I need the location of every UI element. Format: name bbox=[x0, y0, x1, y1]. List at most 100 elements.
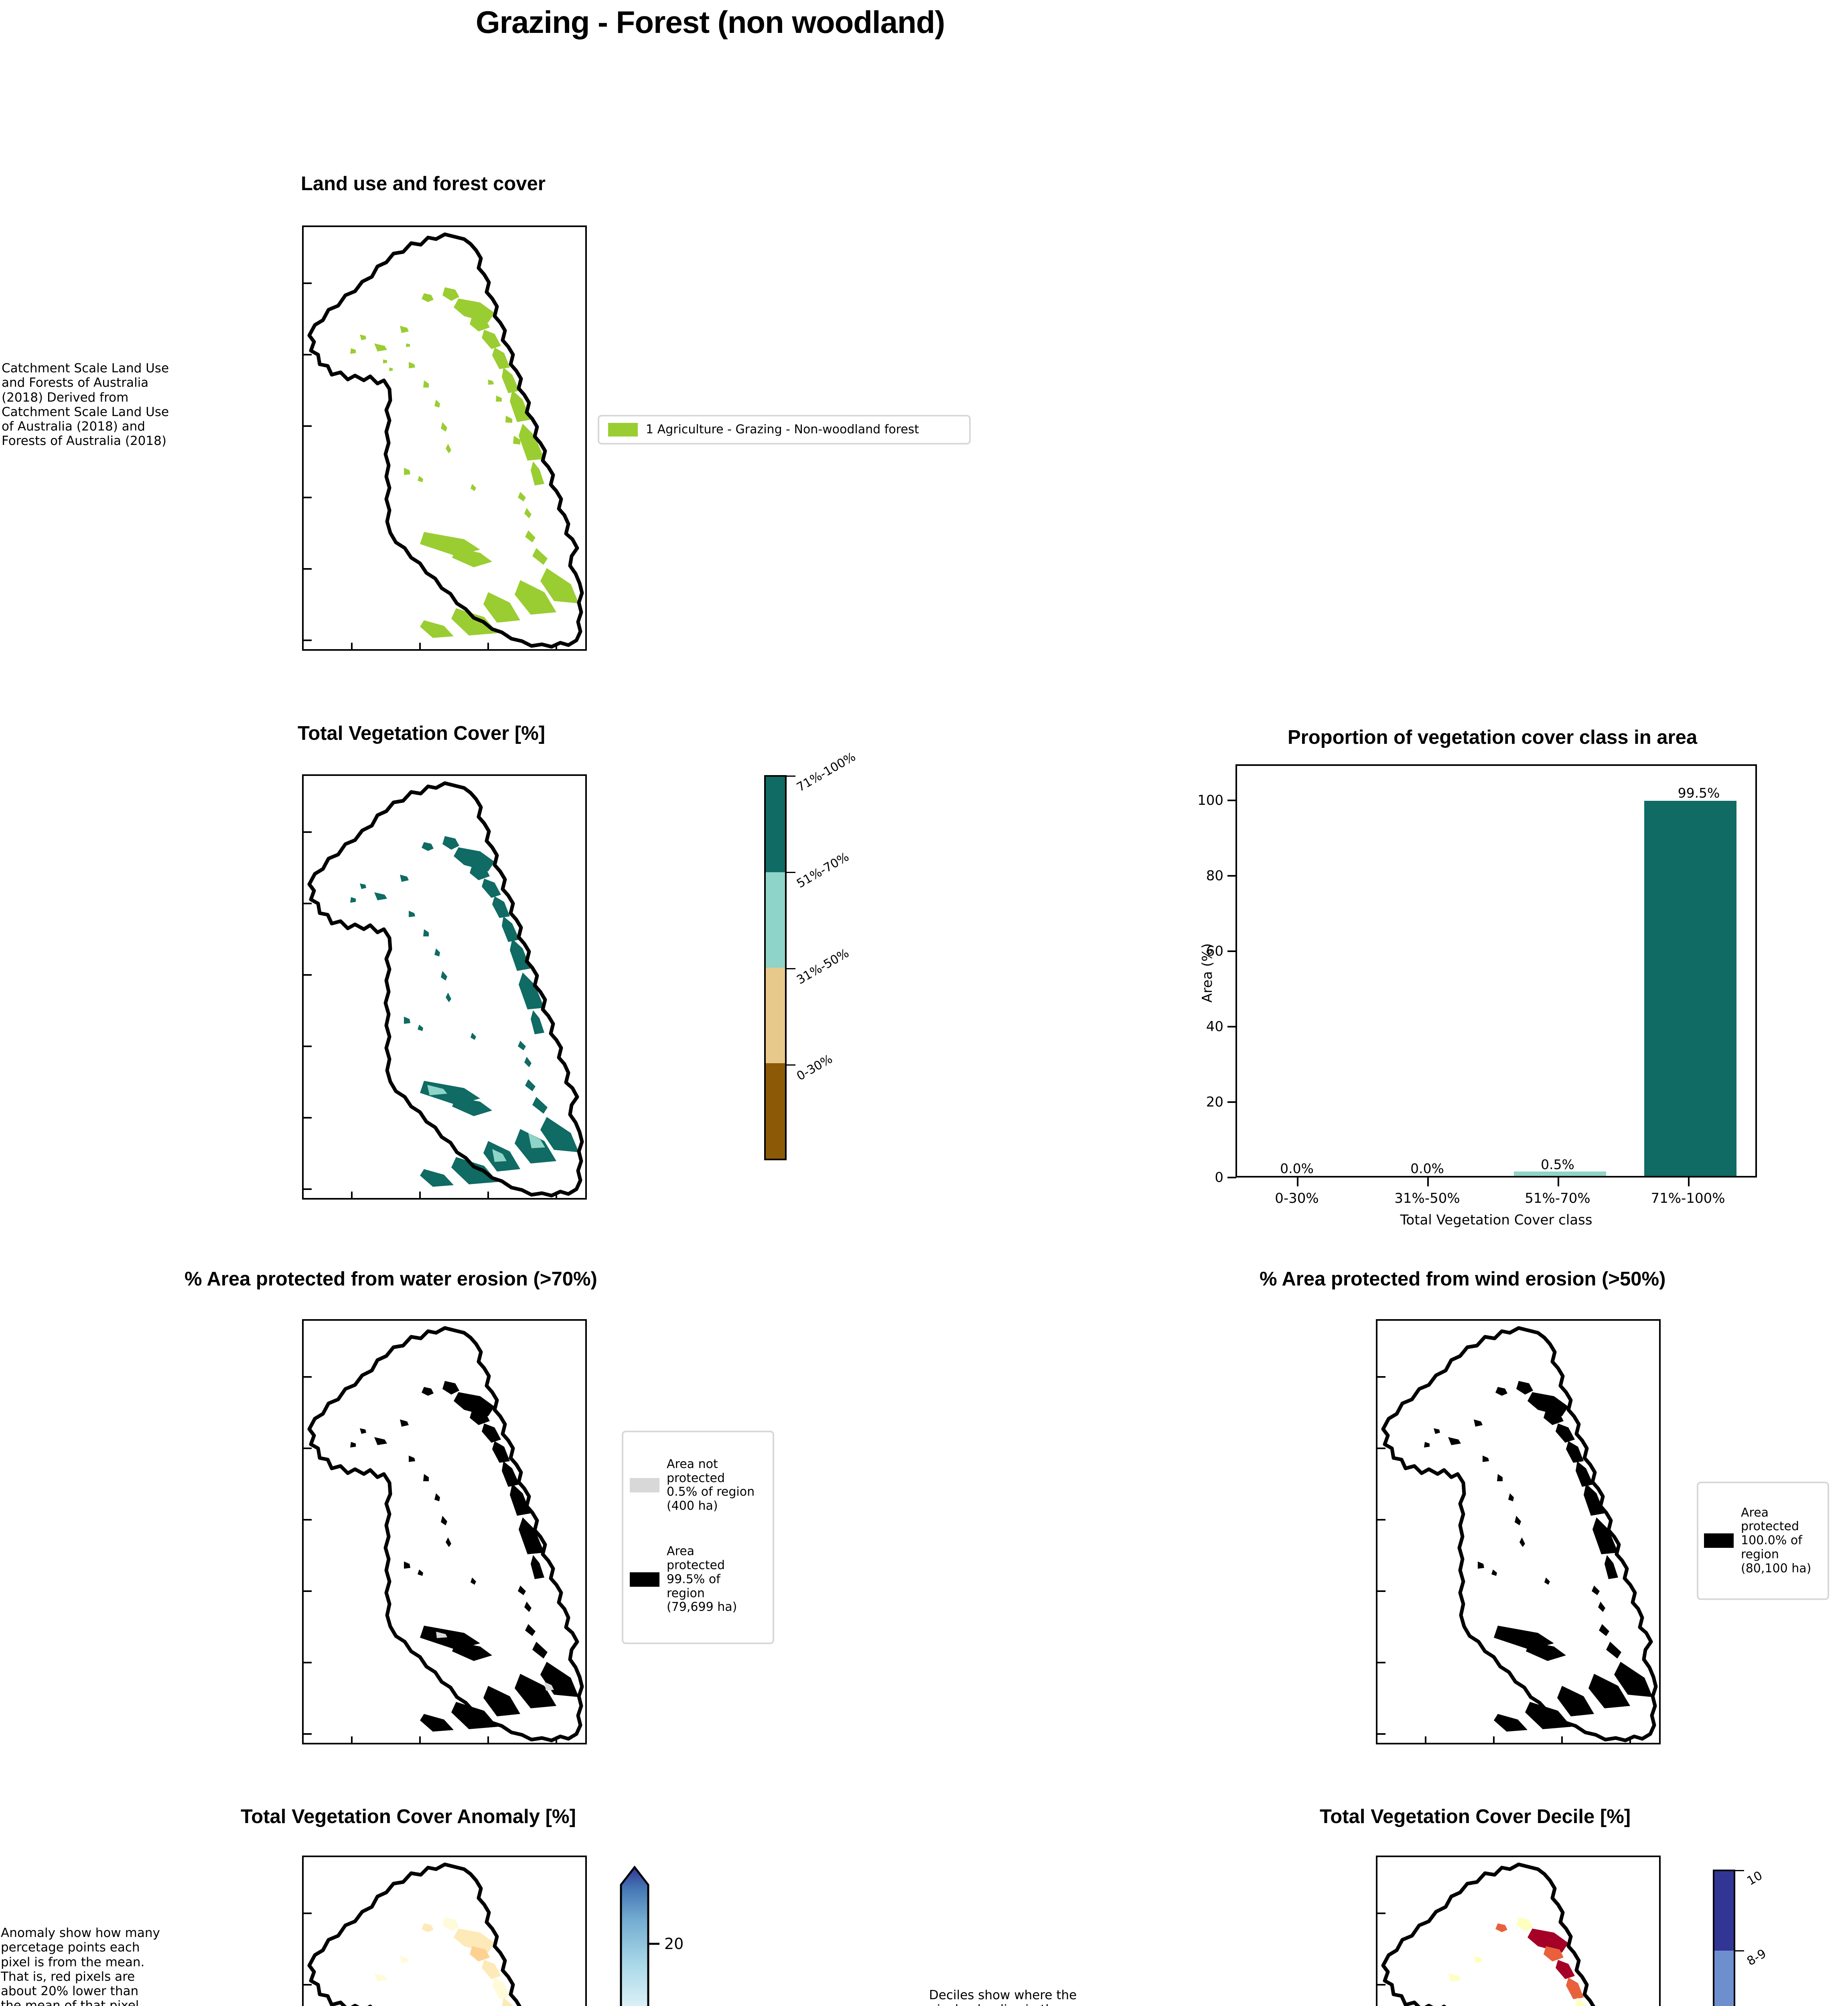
ytick-label-80: 80 bbox=[1206, 868, 1223, 884]
ytick-80 bbox=[1227, 875, 1236, 877]
vegcover-map-frame bbox=[302, 774, 587, 1200]
bar-71-100 bbox=[1644, 801, 1736, 1176]
landuse-panel-title: Land use and forest cover bbox=[301, 173, 546, 195]
decile-colorbar bbox=[1713, 1870, 1735, 2006]
axis-ticks bbox=[304, 1376, 557, 1744]
wind-erosion-map bbox=[1377, 1326, 1658, 1744]
landuse-green-pixels bbox=[350, 287, 579, 638]
ytick-label-40: 40 bbox=[1206, 1019, 1223, 1035]
xtick-label-1: 31%-50% bbox=[1394, 1190, 1460, 1206]
catchment-boundary bbox=[307, 232, 584, 649]
legend-swatch-not-protected bbox=[630, 1478, 659, 1493]
xtick-label-3: 71%-100% bbox=[1651, 1190, 1725, 1206]
legend-label-not-protected: Area not protected 0.5% of region (400 h… bbox=[667, 1457, 755, 1513]
axis-ticks bbox=[304, 831, 557, 1200]
cb-label-31-50: 31%-50% bbox=[794, 946, 852, 987]
wind-erosion-map-frame bbox=[1376, 1319, 1661, 1744]
landuse-caption: Catchment Scale Land Use and Forests of … bbox=[2, 361, 169, 449]
decile-pixels bbox=[1448, 1917, 1587, 2006]
ytick-label-20: 20 bbox=[1206, 1094, 1223, 1110]
barchart-xlabel: Total Vegetation Cover class bbox=[1400, 1212, 1592, 1228]
decile-tick-8-9 bbox=[1735, 1950, 1744, 1951]
decile-tick-10 bbox=[1735, 1870, 1744, 1871]
axis-ticks bbox=[1377, 1376, 1631, 1744]
cb-seg-8-9 bbox=[1714, 1951, 1734, 2006]
axis-ticks bbox=[304, 282, 557, 651]
ytick-60 bbox=[1227, 950, 1236, 952]
legend-item-not-protected: Area not protected 0.5% of region (400 h… bbox=[630, 1441, 766, 1530]
catchment-boundary bbox=[307, 1326, 584, 1742]
anomaly-title: Total Vegetation Cover Anomaly [%] bbox=[241, 1806, 576, 1827]
page-title: Grazing - Forest (non woodland) bbox=[476, 4, 945, 40]
anomaly-map-frame bbox=[302, 1856, 587, 2006]
decile-caption: Deciles show where the pixel value lies … bbox=[929, 1988, 1077, 2006]
vegcover-map bbox=[304, 781, 584, 1200]
anomaly-colorbar-group: 20 10 0 −10 −20 bbox=[614, 1862, 734, 2006]
xtick-label-0: 0-30% bbox=[1275, 1190, 1319, 1206]
cb-tick-3 bbox=[787, 872, 795, 873]
landuse-legend: 1 Agriculture - Grazing - Non-woodland f… bbox=[598, 415, 971, 445]
cb-tick-4 bbox=[787, 776, 795, 777]
water-erosion-title: % Area protected from water erosion (>70… bbox=[185, 1268, 597, 1290]
legend-item-protected-wind: Area protected 100.0% of region (80,100 … bbox=[1704, 1506, 1817, 1576]
anomaly-tick-20: 20 bbox=[664, 1935, 684, 1953]
ytick-100 bbox=[1227, 800, 1236, 801]
barchart-ylabel: Area (%) bbox=[1199, 943, 1215, 1003]
vegcover-panel-title: Total Vegetation Cover [%] bbox=[298, 723, 546, 744]
bar-label-1: 0.0% bbox=[1410, 1161, 1444, 1176]
bar-label-2: 0.5% bbox=[1541, 1157, 1574, 1172]
axis-ticks bbox=[304, 1913, 312, 1986]
cb-seg-51-70 bbox=[766, 872, 785, 968]
anomaly-map bbox=[304, 1862, 522, 2006]
vegcover-colorbar bbox=[764, 775, 787, 1160]
ytick-label-0: 0 bbox=[1215, 1169, 1223, 1186]
catchment-boundary bbox=[307, 781, 584, 1198]
decile-map bbox=[1377, 1862, 1596, 2006]
vegcover-colorbar-group: 71%-100% 51%-70% 31%-50% 0-30% bbox=[764, 750, 884, 1176]
landuse-map bbox=[304, 232, 584, 651]
legend-swatch-protected bbox=[630, 1572, 659, 1587]
decile-label-8-9: 8-9 bbox=[1745, 1946, 1769, 1969]
barchart: 0 20 40 60 80 100 0-30% 31%-50% 51%-70% … bbox=[1191, 764, 1761, 1230]
legend-swatch-protected-wind bbox=[1704, 1533, 1734, 1548]
anomaly-colorbar bbox=[620, 1865, 659, 2006]
wind-erosion-title: % Area protected from wind erosion (>50%… bbox=[1260, 1268, 1666, 1290]
xtick-2 bbox=[1558, 1178, 1559, 1186]
water-erosion-map bbox=[304, 1326, 584, 1744]
water-erosion-legend: Area not protected 0.5% of region (400 h… bbox=[622, 1431, 774, 1644]
cb-tick-1 bbox=[787, 1064, 795, 1066]
catchment-boundary bbox=[307, 1862, 522, 2006]
catchment-boundary bbox=[1381, 1326, 1658, 1742]
axis-ticks bbox=[1377, 1913, 1385, 1986]
protected-pixels bbox=[1424, 1381, 1653, 1732]
vegcover-pixels bbox=[350, 836, 579, 1187]
water-erosion-map-frame bbox=[302, 1319, 587, 1744]
decile-title: Total Vegetation Cover Decile [%] bbox=[1320, 1806, 1631, 1827]
ytick-40 bbox=[1227, 1026, 1236, 1027]
xtick-1 bbox=[1427, 1178, 1429, 1186]
anomaly-caption: Anomaly show how many percetage points e… bbox=[1, 1926, 160, 2006]
cb-tick-2 bbox=[787, 968, 795, 969]
cb-seg-10 bbox=[1714, 1871, 1734, 1951]
protected-pixels bbox=[350, 1381, 579, 1732]
cb-seg-31-50 bbox=[766, 968, 785, 1063]
cb-label-0-30: 0-30% bbox=[794, 1052, 835, 1084]
barchart-title: Proportion of vegetation cover class in … bbox=[1288, 727, 1698, 748]
xtick-0 bbox=[1297, 1178, 1298, 1186]
landuse-legend-swatch bbox=[608, 423, 638, 437]
barchart-plot-area bbox=[1235, 764, 1757, 1178]
ytick-label-60: 60 bbox=[1206, 943, 1223, 959]
catchment-boundary bbox=[1381, 1862, 1596, 2006]
bar-label-3: 99.5% bbox=[1678, 785, 1720, 801]
ytick-20 bbox=[1227, 1101, 1236, 1103]
anomaly-pixels bbox=[374, 1917, 513, 2006]
cb-seg-0-30 bbox=[766, 1063, 785, 1159]
legend-label-protected-wind: Area protected 100.0% of region (80,100 … bbox=[1741, 1505, 1811, 1576]
bar-51-70 bbox=[1514, 1172, 1606, 1176]
ytick-label-100: 100 bbox=[1197, 792, 1223, 808]
bar-label-0: 0.0% bbox=[1280, 1161, 1314, 1176]
decile-map-frame bbox=[1376, 1856, 1661, 2006]
xtick-label-2: 51%-70% bbox=[1525, 1190, 1590, 1206]
cb-label-71-100: 71%-100% bbox=[794, 749, 858, 795]
wind-erosion-legend: Area protected 100.0% of region (80,100 … bbox=[1697, 1482, 1829, 1600]
